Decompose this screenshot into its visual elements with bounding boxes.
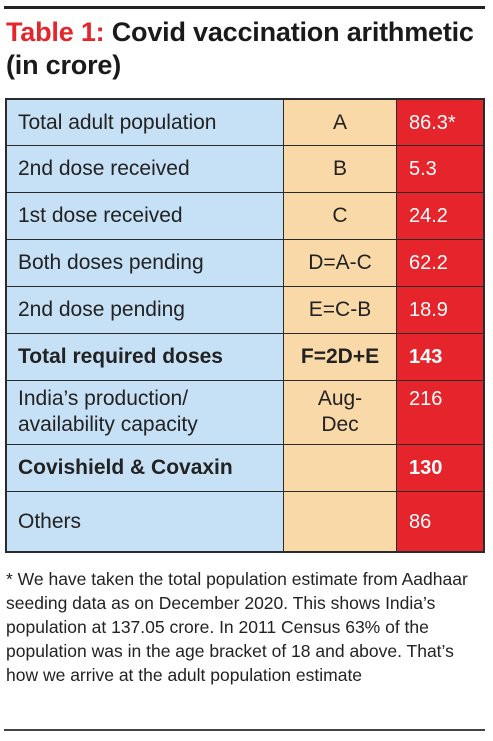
row-formula: F=2D+E <box>284 334 397 381</box>
row-label: 1st dose received <box>7 193 284 240</box>
top-rule <box>4 6 485 9</box>
row-value: 130 <box>397 445 483 492</box>
row-label: Others <box>7 492 284 551</box>
row-label: Total required doses <box>7 334 284 381</box>
vaccination-table: Total adult population A 86.3* 2nd dose … <box>5 98 485 553</box>
bottom-rule <box>4 729 485 731</box>
row-value: 18.9 <box>397 287 483 334</box>
row-value: 216 <box>397 381 483 445</box>
row-formula <box>284 492 397 551</box>
row-label: India’s production/ availability capacit… <box>7 381 284 445</box>
row-formula: B <box>284 146 397 193</box>
row-formula <box>284 445 397 492</box>
row-value: 5.3 <box>397 146 483 193</box>
row-formula: C <box>284 193 397 240</box>
footnote: * We have taken the total population est… <box>6 569 468 685</box>
row-value: 24.2 <box>397 193 483 240</box>
table-title: Table 1: Covid vaccination arithmetic (i… <box>6 16 486 82</box>
row-formula: E=C-B <box>284 287 397 334</box>
row-formula: Aug- Dec <box>284 381 397 445</box>
row-value: 143 <box>397 334 483 381</box>
table-number: Table 1: <box>6 17 105 47</box>
row-value: 86 <box>397 492 483 551</box>
row-formula: A <box>284 100 397 146</box>
row-label: 2nd dose received <box>7 146 284 193</box>
row-label: Covishield & Covaxin <box>7 445 284 492</box>
row-formula: D=A-C <box>284 240 397 287</box>
row-value: 62.2 <box>397 240 483 287</box>
row-label: Total adult population <box>7 100 284 146</box>
row-label: 2nd dose pending <box>7 287 284 334</box>
table-title-text: Covid vaccination arithmetic (in crore) <box>6 17 474 80</box>
row-value: 86.3* <box>397 100 483 146</box>
row-label: Both doses pending <box>7 240 284 287</box>
